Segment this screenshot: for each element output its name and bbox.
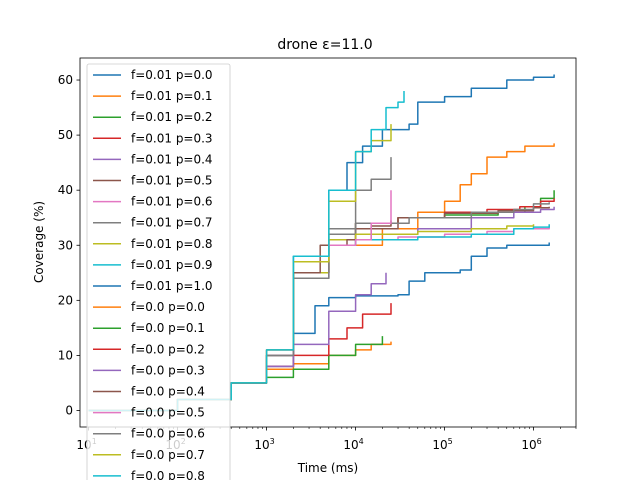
y-tick-label: 50: [58, 128, 73, 142]
y-axis: 0 10 20 30 40 50 60: [58, 73, 80, 417]
chart-title: drone ε=11.0: [277, 37, 372, 53]
legend-label: f=0.0 p=0.1: [131, 321, 205, 335]
legend-box: [86, 63, 231, 480]
plot-frame: [79, 57, 577, 428]
x-tick-label: 103: [254, 437, 274, 452]
legend-label: f=0.01 p=0.7: [131, 216, 213, 230]
y-axis-label: Coverage (%): [32, 201, 46, 283]
x-tick-label: 105: [432, 437, 452, 452]
y-tick-label: 20: [58, 293, 73, 307]
x-axis-label: Time (ms): [297, 461, 359, 475]
legend-label: f=0.0 p=0.5: [131, 406, 205, 420]
legend-label: f=0.01 p=0.8: [131, 237, 213, 251]
legend-label: f=0.0 p=0.0: [131, 300, 205, 314]
legend-label: f=0.0 p=0.7: [131, 448, 205, 462]
legend-label: f=0.0 p=0.3: [131, 363, 205, 377]
y-tick-label: 60: [58, 73, 73, 87]
legend-label: f=0.0 p=0.6: [131, 427, 205, 441]
legend-label: f=0.0 p=0.2: [131, 342, 205, 356]
legend-label: f=0.0 p=0.4: [131, 385, 205, 399]
legend-label: f=0.01 p=0.9: [131, 258, 213, 272]
legend-label: f=0.01 p=0.5: [131, 174, 213, 188]
x-tick-label: 106: [521, 437, 541, 452]
legend-label: f=0.01 p=0.0: [131, 68, 213, 82]
series-line-19: [88, 91, 405, 412]
legend-label: f=0.01 p=0.1: [131, 89, 213, 103]
legend-label: f=0.01 p=0.4: [131, 152, 213, 166]
y-tick-label: 10: [58, 348, 73, 362]
y-tick-label: 40: [58, 183, 73, 197]
x-tick-label: 104: [343, 437, 363, 452]
legend-label: f=0.01 p=0.3: [131, 131, 213, 145]
y-tick-label: 30: [58, 238, 73, 252]
legend-label: f=0.01 p=0.2: [131, 110, 213, 124]
legend: f=0.01 p=0.0 f=0.01 p=0.1 f=0.01 p=0.2 f=0.…: [86, 63, 231, 480]
legend-label: f=0.01 p=0.6: [131, 195, 213, 209]
legend-label: f=0.0 p=0.8: [131, 469, 205, 480]
legend-label: f=0.01 p=1.0: [131, 279, 213, 293]
y-tick-label: 0: [65, 403, 73, 417]
